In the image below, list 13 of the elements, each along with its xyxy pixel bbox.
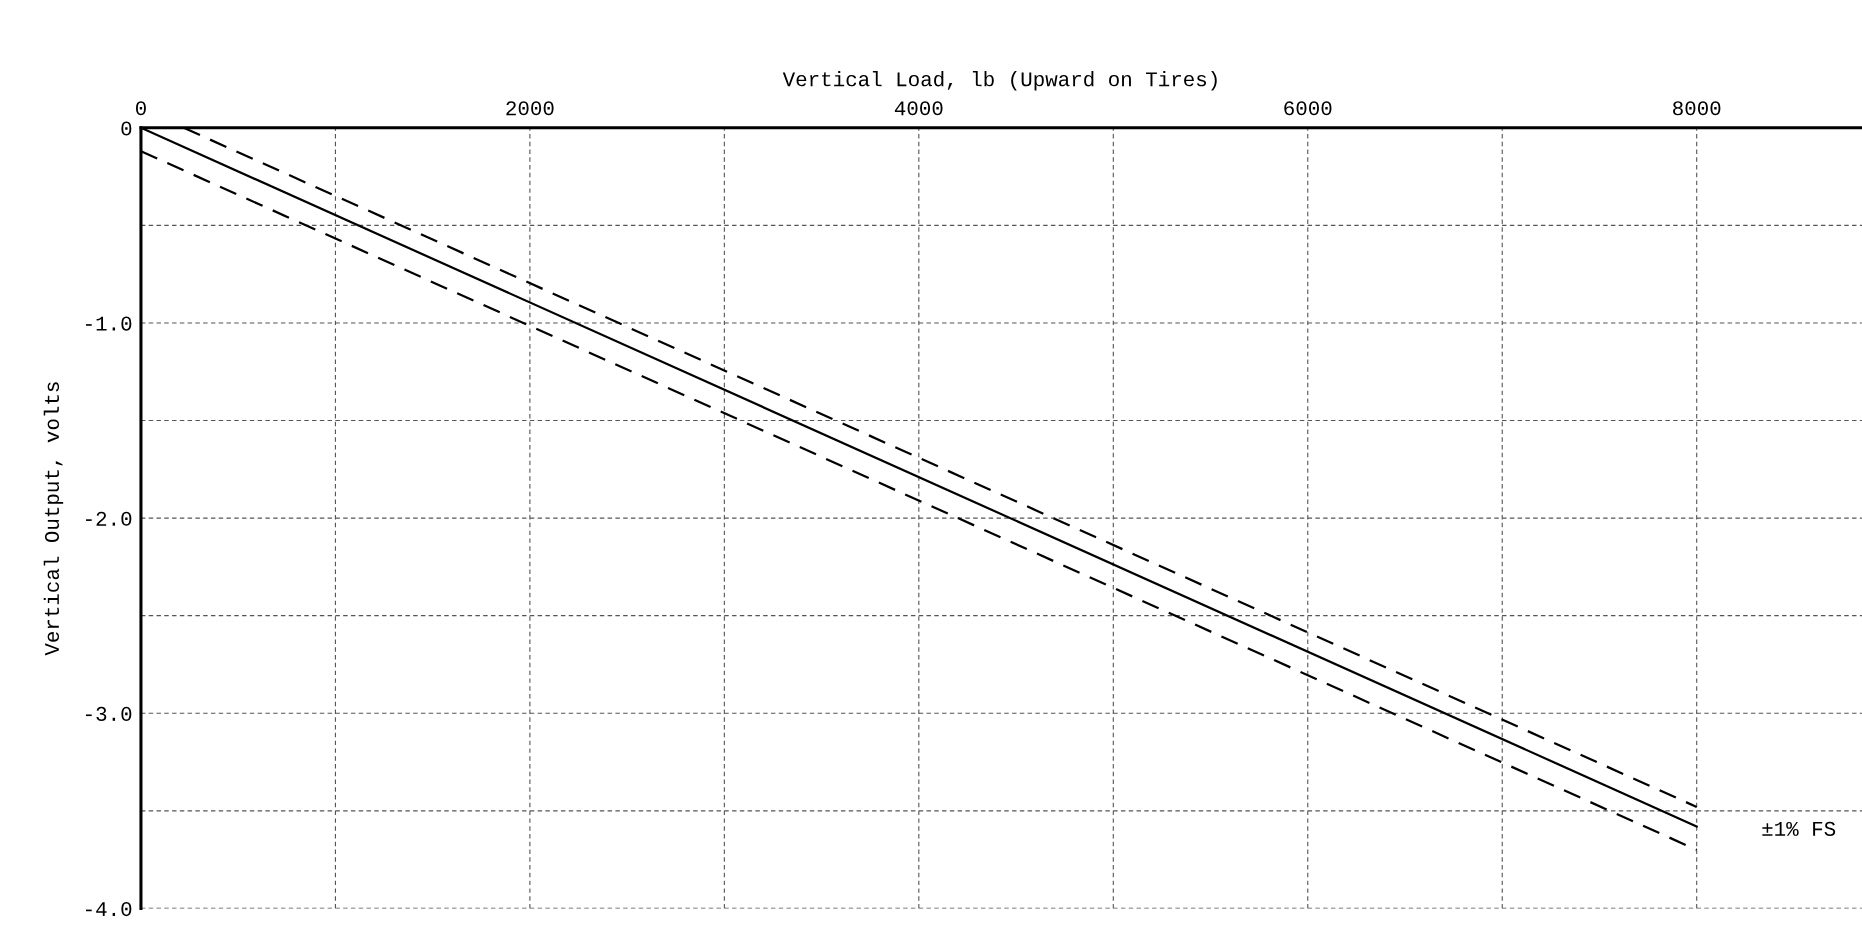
x-tick-label: 4000 [894,101,943,116]
y-tick-label: -4.0 [86,902,132,917]
y-tick-label: -2.0 [86,511,132,526]
x-tick-label: 2000 [506,101,554,116]
y-tick-label: -1.0 [86,316,132,331]
x-axis-title: Vertical Load, lb (Upward on Tires) [782,71,1217,91]
x-tick-label: 8000 [1673,101,1721,116]
x-tick-label: 0 [135,101,146,116]
y-axis-title: Vertical Output, volts [43,382,64,656]
annotation: ±1% FS [1762,821,1836,836]
y-tick-label: -3.0 [86,706,132,722]
x-tick-label: 6000 [1284,101,1332,116]
y-tick-label: 0 [121,121,132,136]
